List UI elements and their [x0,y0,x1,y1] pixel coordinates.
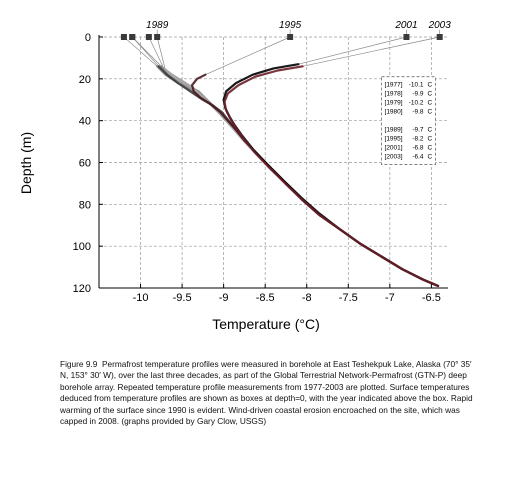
profile-series [156,63,440,287]
legend-year: [1980] [385,109,403,116]
surface-marker-2001 [403,34,410,40]
legend-temp: -6.8 [412,145,424,152]
figure-label: Figure 9.9 [60,359,98,369]
leader-line-1980 [156,36,166,71]
x-tick-label: -7.5 [339,292,358,304]
x-tick-label: -9.5 [173,292,192,304]
legend-unit: C [428,136,433,143]
legend-year: [2001] [385,145,403,152]
profile-line-2003 [223,65,440,287]
leader-line-2003 [302,36,440,67]
legend-year: [1979] [385,100,403,107]
x-tick-label: -8.5 [256,292,275,304]
surface-leader-lines [123,29,441,75]
legend-year: [2003] [385,154,403,161]
surface-marker-2003 [436,34,443,40]
x-tick-label: -9 [219,292,229,304]
legend-temp: -10.1 [409,82,424,89]
y-axis-label: Depth (m) [18,132,34,194]
figure-caption: Figure 9.9 Permafrost temperature profil… [60,359,480,427]
year-label-1989: 1989 [146,20,169,31]
x-tick-label: -10 [133,292,149,304]
y-tick-label: 60 [79,158,91,170]
legend-temp: -6.4 [412,154,424,161]
x-axis-label: Temperature (°C) [212,316,320,332]
legend-box: [1977] -10.1 C [1978] -9.9 C [1979] -10.2 C [1980… [381,76,436,165]
legend-temp: -8.2 [412,136,424,143]
leader-line-1979 [123,36,158,67]
y-tick-label: 40 [79,116,91,128]
legend-temp: -9.8 [412,109,424,116]
year-label-1995: 1995 [279,20,302,31]
y-tick-label: 20 [79,74,91,86]
y-tick-label: 120 [73,283,91,295]
surface-marker-1979 [120,34,127,40]
y-tick-label: 80 [79,199,91,211]
axes: -10 -9.5 -9 -8.5 -8 -7.5 -7 -6.5 0 20 40 60 80 100 120 [73,32,448,304]
surface-marker-1977 [129,34,136,40]
leader-line-1977 [131,36,162,67]
legend-temp: -9.9 [412,91,424,98]
legend-year: [1989] [385,127,403,134]
x-tick-label: -6.5 [422,292,441,304]
x-tick-label: -8 [302,292,312,304]
legend-unit: C [428,100,433,107]
leader-line-2001 [298,36,407,65]
legend-unit: C [428,145,433,152]
year-label-2001: 2001 [394,20,417,31]
legend-unit: C [428,91,433,98]
legend-year: [1995] [385,136,403,143]
legend-year: [1977] [385,82,403,89]
permafrost-temperature-chart: -10 -9.5 -9 -8.5 -8 -7.5 -7 -6.5 0 20 40 60 80 100 120… [18,20,452,332]
caption-text: Permafrost temperature profiles were mea… [60,359,473,427]
legend-year: [1978] [385,91,403,98]
surface-marker-1978 [145,34,152,40]
legend-unit: C [428,109,433,116]
legend-frame [381,76,436,165]
year-label-2003: 2003 [428,20,452,31]
y-tick-label: 0 [85,32,91,44]
y-tick-label: 100 [73,241,91,253]
legend-unit: C [428,127,433,134]
surface-markers: 1989 1995 2001 2003 [120,20,452,40]
surface-marker-1980 [154,34,161,40]
legend-unit: C [428,82,433,89]
legend-unit: C [428,154,433,161]
legend-temp: -10.2 [409,100,424,107]
surface-marker-1995 [287,34,294,40]
legend-temp: -9.7 [412,127,424,134]
x-tick-label: -7 [385,292,395,304]
leader-line-1995 [205,36,291,75]
leader-line-1978 [148,36,165,69]
